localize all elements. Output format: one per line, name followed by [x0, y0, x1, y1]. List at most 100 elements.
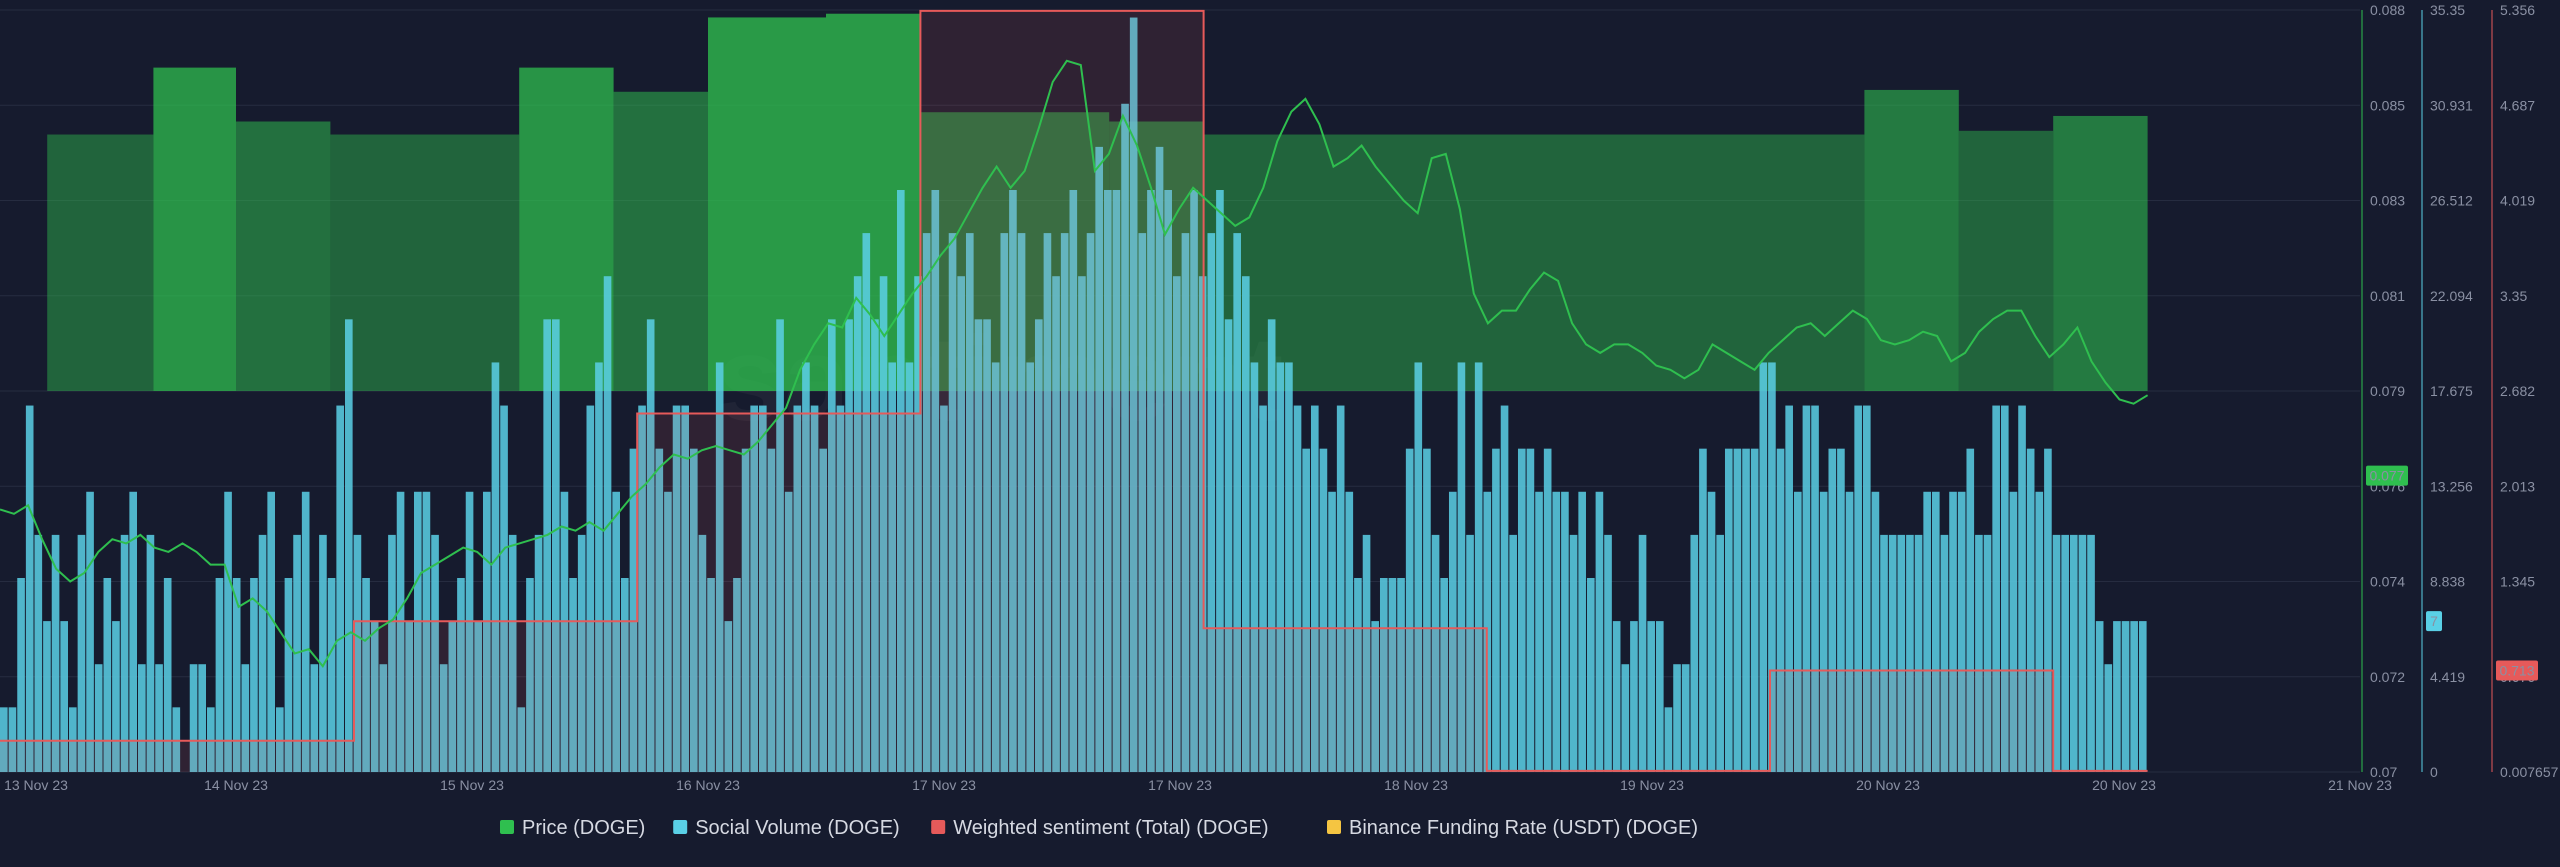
- social-volume-bar: [991, 362, 1000, 772]
- social-volume-bar: [2000, 405, 2009, 772]
- social-volume-bar: [344, 319, 353, 772]
- social-volume-bar: [1586, 577, 1595, 772]
- social-volume-bar: [155, 664, 163, 772]
- x-tick-label: 18 Nov 23: [1384, 777, 1448, 793]
- social-volume-bar: [1871, 491, 1880, 772]
- social-volume-bar: [508, 534, 517, 772]
- legend-swatch: [500, 820, 514, 834]
- legend-swatch: [931, 820, 946, 834]
- social-volume-bar: [43, 621, 51, 772]
- social-volume-bar: [1388, 577, 1397, 772]
- price-axis-tick: 0.07: [2370, 764, 2397, 780]
- current-value-label: 7: [2430, 613, 2438, 629]
- social-volume-bar: [189, 664, 198, 772]
- social-volume-bar: [267, 491, 275, 772]
- sentiment-area: [2053, 770, 2148, 772]
- social-volume-bar: [1699, 448, 1707, 772]
- social-volume-bar: [1526, 448, 1535, 772]
- social-volume-bar: [957, 276, 965, 772]
- social-volume-bar: [715, 362, 724, 772]
- social-volume-bar: [1673, 664, 1681, 772]
- social-volume-bar: [1561, 491, 1569, 772]
- social-volume-bar: [862, 233, 871, 772]
- social-volume-bar: [206, 707, 215, 772]
- social-volume-bar: [1103, 189, 1112, 772]
- social-volume-bar: [965, 233, 974, 772]
- social-volume-bar: [310, 664, 319, 772]
- social-volume-bar: [914, 276, 922, 772]
- social-volume-bar: [284, 577, 293, 772]
- social-volume-bar: [25, 405, 34, 772]
- social-volume-bar: [491, 362, 500, 772]
- social-volume-bar: [2018, 405, 2026, 772]
- social-volume-bar: [853, 276, 862, 772]
- social-volume-bar: [17, 577, 25, 772]
- social-volume-bar: [1975, 534, 1983, 772]
- social-volume-bar: [1707, 491, 1716, 772]
- social-axis-tick: 8.838: [2430, 574, 2465, 590]
- social-volume-bar: [1319, 448, 1328, 772]
- price-axis-tick: 0.072: [2370, 669, 2405, 685]
- social-volume-bar: [896, 189, 905, 772]
- social-volume-bar: [327, 577, 336, 772]
- social-volume-bar: [1216, 189, 1224, 772]
- social-volume-bar: [465, 491, 474, 772]
- social-volume-bar: [1888, 534, 1897, 772]
- x-tick-label: 20 Nov 23: [1856, 777, 1920, 793]
- social-volume-bar: [1121, 103, 1129, 772]
- social-volume-bar: [413, 491, 422, 772]
- social-volume-bar: [94, 664, 103, 772]
- social-volume-bar: [1604, 534, 1612, 772]
- price-axis-tick: 0.083: [2370, 193, 2405, 209]
- social-volume-bar: [1147, 189, 1155, 772]
- social-volume-bar: [1086, 233, 1095, 772]
- social-volume-bar: [396, 491, 405, 772]
- social-volume-bar: [1595, 491, 1604, 772]
- social-volume-bar: [940, 405, 948, 772]
- social-volume-bar: [405, 621, 413, 772]
- funding-block: [47, 134, 154, 391]
- social-volume-bar: [198, 664, 206, 772]
- sentiment-axis-tick: 4.019: [2500, 193, 2535, 209]
- social-volume-bar: [1017, 233, 1026, 772]
- social-volume-bar: [1828, 448, 1837, 772]
- social-volume-bar: [1776, 448, 1785, 772]
- social-volume-bar: [1405, 448, 1414, 772]
- social-volume-bar: [1931, 491, 1940, 772]
- social-volume-bar: [1233, 233, 1241, 772]
- social-volume-bar: [2104, 664, 2113, 772]
- social-volume-bar: [603, 276, 612, 772]
- social-volume-bar: [629, 448, 638, 772]
- social-volume-bar: [1802, 405, 1811, 772]
- social-volume-bar: [1371, 621, 1379, 772]
- social-volume-bar: [2061, 534, 2069, 772]
- social-volume-bar: [112, 621, 120, 772]
- social-volume-bar: [370, 621, 379, 772]
- social-volume-bar: [1690, 534, 1699, 772]
- social-volume-bar: [258, 534, 267, 772]
- current-value-label: 0.713: [2499, 663, 2534, 679]
- x-tick-label: 19 Nov 23: [1620, 777, 1684, 793]
- social-volume-bar: [1535, 491, 1543, 772]
- social-volume-bar: [1940, 534, 1949, 772]
- social-volume-bar: [1060, 233, 1069, 772]
- social-volume-bar: [1552, 491, 1561, 772]
- social-volume-bar: [457, 577, 465, 772]
- social-volume-bar: [1569, 534, 1578, 772]
- social-volume-bar: [1241, 276, 1250, 772]
- current-value-badge: [2426, 611, 2442, 632]
- social-axis-tick: 35.35: [2430, 2, 2465, 18]
- social-volume-bar: [1354, 577, 1362, 772]
- social-volume-bar: [1336, 405, 1345, 772]
- social-volume-bar: [1914, 534, 1923, 772]
- social-volume-bar: [526, 577, 534, 772]
- social-volume-bar: [1078, 276, 1086, 772]
- social-volume-bar: [1414, 362, 1423, 772]
- legend-label: Weighted sentiment (Total) (DOGE): [953, 817, 1268, 839]
- sentiment-axis-tick: 1.345: [2500, 574, 2535, 590]
- social-axis-tick: 26.512: [2430, 193, 2473, 209]
- social-volume-bar: [1207, 233, 1216, 772]
- social-axis-tick: 30.931: [2430, 97, 2473, 113]
- legend-swatch: [1327, 820, 1341, 834]
